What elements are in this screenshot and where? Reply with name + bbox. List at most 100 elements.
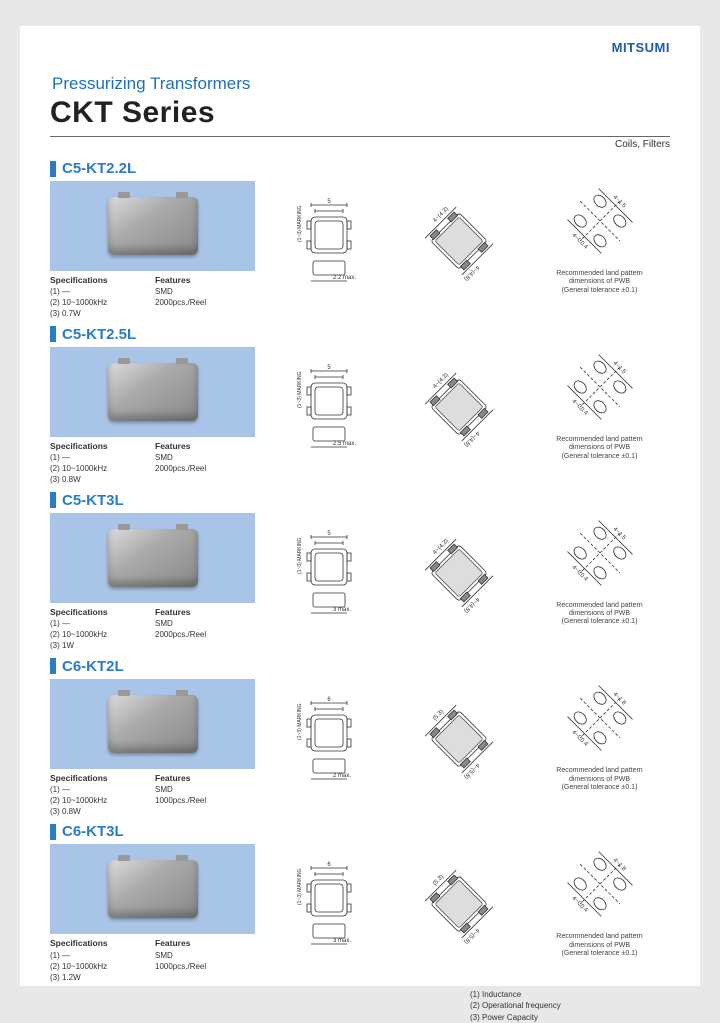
spec-column: Specifications (1) —(2) 10~1000kHz(3) 0.…	[50, 275, 155, 320]
spec-column: Specifications (1) —(2) 10~1000kHz(3) 1W	[50, 607, 155, 652]
feature-line: SMD	[155, 287, 255, 298]
svg-text:6: 6	[327, 697, 331, 703]
spec-heading: Specifications	[50, 938, 155, 949]
product-photo	[50, 844, 255, 934]
left-column: Specifications (1) —(2) 10~1000kHz(3) 1.…	[50, 844, 255, 983]
drawings-group: 6 (1~3) MARKING 3 max. (5.3) 4~(5.8)	[267, 844, 670, 964]
spec-line: (2) 10~1000kHz	[50, 298, 155, 309]
svg-text:(1~3) MARKING: (1~3) MARKING	[297, 869, 303, 906]
spec-line: (3) 1W	[50, 641, 155, 652]
part-number: C5-KT2.2L	[62, 160, 136, 177]
features-column: Features SMD1000pcs./Reel	[155, 773, 255, 818]
left-column: Specifications (1) —(2) 10~1000kHz(3) 0.…	[50, 679, 255, 818]
drawing-land-pattern: 4~1.5 4~C0.4 Recommended land patterndim…	[555, 187, 645, 295]
features-column: Features SMD2000pcs./Reel	[155, 441, 255, 486]
svg-text:4~(4.3): 4~(4.3)	[432, 206, 450, 224]
part-number: C6-KT2L	[62, 658, 124, 675]
spec-row: Specifications (1) —(2) 10~1000kHz(3) 0.…	[50, 441, 255, 486]
svg-text:4~1.5: 4~1.5	[611, 194, 626, 209]
accent-tick-icon	[50, 824, 56, 840]
features-column: Features SMD1000pcs./Reel	[155, 938, 255, 983]
drawings-group: 5 (1~3) MARKING 3 max. 4~(4.3) 4~(4.8)	[267, 513, 670, 633]
spec-heading: Specifications	[50, 773, 155, 784]
products-list: C5-KT2.2L Specifications (1) —(2) 10~100…	[50, 160, 670, 983]
features-heading: Features	[155, 275, 255, 286]
svg-text:(1~3) MARKING: (1~3) MARKING	[297, 371, 303, 408]
datasheet-page: MITSUMI Pressurizing Transformers CKT Se…	[20, 26, 700, 986]
spec-line: (3) 0.8W	[50, 807, 155, 818]
left-column: Specifications (1) —(2) 10~1000kHz(3) 0.…	[50, 347, 255, 486]
spec-line: (2) 10~1000kHz	[50, 796, 155, 807]
brand-logo: MITSUMI	[612, 40, 670, 55]
drawing-pad-view: 4~(4.3) 4~(4.8)	[420, 363, 498, 451]
drawing-pad-view: 4~(4.3) 4~(4.8)	[420, 197, 498, 285]
drawing-top-view: 5 (1~3) MARKING 2.5 max.	[293, 363, 363, 451]
features-column: Features SMD2000pcs./Reel	[155, 275, 255, 320]
accent-tick-icon	[50, 492, 56, 508]
feature-line: 2000pcs./Reel	[155, 298, 255, 309]
svg-text:5: 5	[327, 365, 331, 371]
product-row: C5-KT3L Specifications (1) —(2) 10~1000k…	[50, 492, 670, 652]
feature-line: 1000pcs./Reel	[155, 796, 255, 807]
svg-text:4~(4.3): 4~(4.3)	[432, 372, 450, 390]
drawing-land-pattern: 4~1.8 4~C0.4 Recommended land patterndim…	[555, 850, 645, 958]
drawings-group: 5 (1~3) MARKING 2.5 max. 4~(4.3) 4~(4.8)	[267, 347, 670, 467]
category-label: Coils, Filters	[50, 139, 670, 150]
component-icon	[108, 529, 198, 587]
svg-text:3 max.: 3 max.	[333, 607, 351, 613]
page-subtitle: Pressurizing Transformers	[52, 74, 670, 94]
header-block: Pressurizing Transformers CKT Series Coi…	[50, 74, 670, 150]
spec-row: Specifications (1) —(2) 10~1000kHz(3) 1W…	[50, 607, 255, 652]
drawing-caption: Recommended land patterndimensions of PW…	[555, 767, 645, 792]
svg-text:4~1.8: 4~1.8	[611, 858, 626, 873]
spec-line: (1) —	[50, 619, 155, 630]
features-heading: Features	[155, 773, 255, 784]
svg-text:4~(4.3): 4~(4.3)	[432, 538, 450, 556]
footnote-1: (1) Inductance	[470, 989, 670, 1000]
features-heading: Features	[155, 607, 255, 618]
spec-heading: Specifications	[50, 607, 155, 618]
drawings-group: 5 (1~3) MARKING 2.2 max. 4~(4.3) 4~(4.8)	[267, 181, 670, 301]
product-body: Specifications (1) —(2) 10~1000kHz(3) 1.…	[50, 844, 670, 983]
product-row: C6-KT2L Specifications (1) —(2) 10~1000k…	[50, 658, 670, 818]
part-header: C5-KT3L	[50, 492, 670, 509]
svg-text:(1~3) MARKING: (1~3) MARKING	[297, 703, 303, 740]
product-photo	[50, 181, 255, 271]
drawing-pad-view: (5.3) 4~(5.8)	[420, 860, 498, 948]
footnote-2: (2) Operational frequency	[470, 1000, 670, 1011]
drawing-caption: Recommended land patterndimensions of PW…	[555, 436, 645, 461]
feature-line: 2000pcs./Reel	[155, 464, 255, 475]
drawing-land-pattern: 4~1.8 4~C0.4 Recommended land patterndim…	[555, 684, 645, 792]
component-icon	[108, 695, 198, 753]
drawing-caption: Recommended land patterndimensions of PW…	[555, 270, 645, 295]
drawing-pad-view: 4~(4.3) 4~(4.8)	[420, 529, 498, 617]
drawing-top-view: 5 (1~3) MARKING 2.2 max.	[293, 197, 363, 285]
feature-line: 2000pcs./Reel	[155, 630, 255, 641]
spec-line: (3) 0.8W	[50, 475, 155, 486]
accent-tick-icon	[50, 658, 56, 674]
component-icon	[108, 197, 198, 255]
spec-line: (2) 10~1000kHz	[50, 630, 155, 641]
header-rule	[50, 136, 670, 137]
left-column: Specifications (1) —(2) 10~1000kHz(3) 0.…	[50, 181, 255, 320]
svg-text:(1~3) MARKING: (1~3) MARKING	[297, 205, 303, 242]
spec-heading: Specifications	[50, 441, 155, 452]
footnote-3: (3) Power Capacity	[470, 1012, 670, 1023]
product-photo	[50, 679, 255, 769]
feature-line: SMD	[155, 951, 255, 962]
drawing-top-view: 6 (1~3) MARKING 2 max.	[293, 695, 363, 783]
feature-line: 1000pcs./Reel	[155, 962, 255, 973]
product-row: C5-KT2.5L Specifications (1) —(2) 10~100…	[50, 326, 670, 486]
spec-line: (1) —	[50, 287, 155, 298]
product-photo	[50, 347, 255, 437]
spec-row: Specifications (1) —(2) 10~1000kHz(3) 0.…	[50, 773, 255, 818]
svg-text:(1~3) MARKING: (1~3) MARKING	[297, 537, 303, 574]
features-heading: Features	[155, 441, 255, 452]
spec-row: Specifications (1) —(2) 10~1000kHz(3) 0.…	[50, 275, 255, 320]
drawing-pad-view: (5.3) 4~(5.8)	[420, 695, 498, 783]
spec-column: Specifications (1) —(2) 10~1000kHz(3) 1.…	[50, 938, 155, 983]
spec-line: (2) 10~1000kHz	[50, 464, 155, 475]
part-header: C6-KT3L	[50, 823, 670, 840]
svg-text:2.5 max.: 2.5 max.	[333, 441, 356, 447]
part-number: C6-KT3L	[62, 823, 124, 840]
